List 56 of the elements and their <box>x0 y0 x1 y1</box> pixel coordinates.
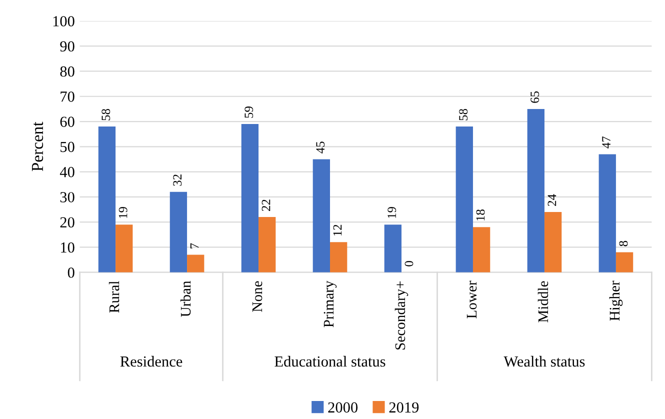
legend-label: 2000 <box>328 402 358 413</box>
data-label: 22 <box>262 200 270 211</box>
bar <box>170 192 188 272</box>
data-label: 7 <box>190 243 199 248</box>
data-label: 19 <box>118 207 128 218</box>
bar <box>456 126 473 272</box>
bar <box>116 224 133 272</box>
x-tick-label: Secondary+ <box>394 281 408 350</box>
y-tick-label: 50 <box>60 142 74 152</box>
data-label: 18 <box>476 210 485 220</box>
data-label: 58 <box>102 108 110 120</box>
bar <box>616 252 634 272</box>
data-label: 19 <box>388 207 396 218</box>
x-tick-label: Urban <box>180 280 191 317</box>
x-tick-label: Higher <box>609 280 623 321</box>
bar <box>98 126 116 272</box>
y-tick-label: 20 <box>60 217 74 228</box>
y-tick-label: 100 <box>53 16 74 26</box>
y-tick-label: 40 <box>60 166 74 178</box>
x-tick-label: Primary <box>324 280 337 328</box>
data-label: 8 <box>619 240 628 246</box>
data-label: 24 <box>548 194 556 206</box>
bar <box>330 242 348 272</box>
x-tick-label: Lower <box>466 280 477 318</box>
y-tick-label: 90 <box>60 41 74 52</box>
y-axis-title: Percent <box>32 122 44 172</box>
bar <box>527 108 544 272</box>
bar <box>384 224 402 272</box>
y-tick-label: 60 <box>60 116 74 127</box>
y-tick-label: 0 <box>68 267 74 278</box>
bar <box>598 154 616 272</box>
bar <box>312 159 330 272</box>
y-tick-label: 80 <box>60 66 74 77</box>
text: Educational status <box>274 356 386 367</box>
text: Residence <box>120 356 182 367</box>
data-label: 59 <box>244 106 254 118</box>
text: Wealth status <box>504 356 585 367</box>
bar <box>258 217 276 272</box>
y-tick-label: 30 <box>60 192 74 202</box>
bar <box>187 254 204 272</box>
x-tick-label: Middle <box>538 281 548 322</box>
data-label: 58 <box>459 108 468 120</box>
bar <box>241 124 259 272</box>
y-tick-label: 70 <box>60 92 74 102</box>
data-label: 45 <box>316 142 325 154</box>
data-label: 32 <box>173 174 182 186</box>
bar <box>544 212 562 272</box>
legend-label: 2019 <box>389 402 419 413</box>
x-tick-label: None <box>252 281 262 312</box>
data-label: 12 <box>333 224 342 236</box>
data-label: 47 <box>602 136 610 148</box>
data-label: 65 <box>530 91 540 103</box>
bar <box>472 227 490 272</box>
y-tick-label: 10 <box>61 242 74 253</box>
x-tick-label: Rural <box>108 280 120 313</box>
data-label: 0 <box>404 261 414 266</box>
